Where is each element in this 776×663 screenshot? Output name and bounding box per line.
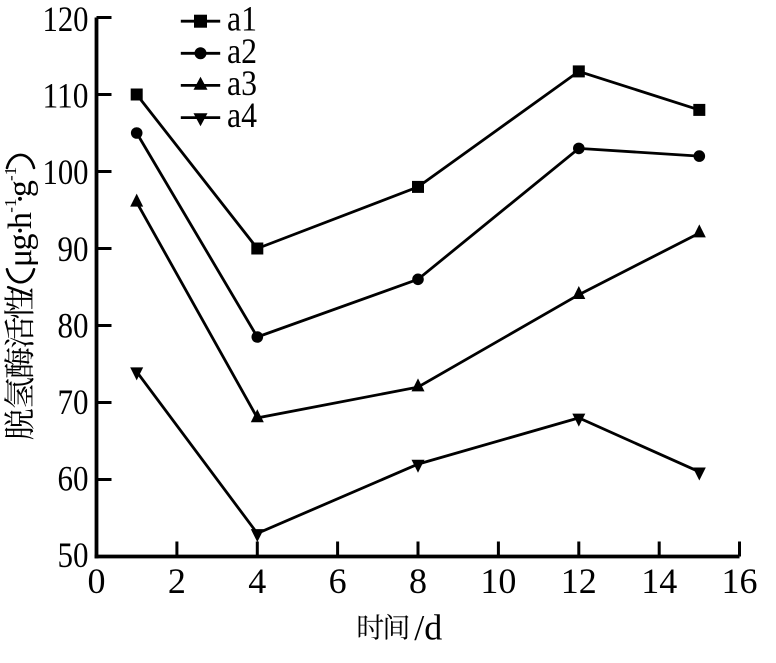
svg-text:16: 16	[722, 561, 758, 601]
svg-text:-1: -1	[1, 167, 20, 181]
svg-text:g: g	[2, 234, 39, 251]
svg-text:110: 110	[43, 76, 89, 116]
svg-text:70: 70	[58, 382, 89, 422]
svg-text:a4: a4	[227, 95, 257, 135]
svg-text:2: 2	[168, 561, 186, 601]
svg-text:/d: /d	[414, 608, 442, 648]
svg-text:g: g	[2, 180, 39, 197]
svg-text:a2: a2	[227, 31, 257, 71]
svg-text:12: 12	[561, 561, 597, 601]
svg-text:h: h	[2, 212, 39, 229]
svg-text:-1: -1	[1, 199, 20, 213]
svg-text:·: ·	[2, 193, 39, 204]
svg-text:120: 120	[43, 0, 89, 39]
svg-text:a3: a3	[227, 63, 257, 103]
svg-text:50: 50	[58, 535, 89, 575]
svg-text:a1: a1	[227, 0, 257, 39]
svg-text:14: 14	[641, 561, 677, 601]
svg-text:90: 90	[58, 229, 89, 269]
svg-text:100: 100	[43, 152, 89, 192]
svg-text:10: 10	[480, 561, 516, 601]
svg-text:·: ·	[2, 225, 39, 236]
svg-text:μ: μ	[2, 249, 39, 267]
svg-text:60: 60	[58, 458, 89, 498]
svg-text:8: 8	[409, 561, 427, 601]
svg-text:0: 0	[88, 561, 106, 601]
svg-text:6: 6	[329, 561, 347, 601]
svg-text:80: 80	[58, 305, 89, 345]
svg-text:4: 4	[248, 561, 266, 601]
